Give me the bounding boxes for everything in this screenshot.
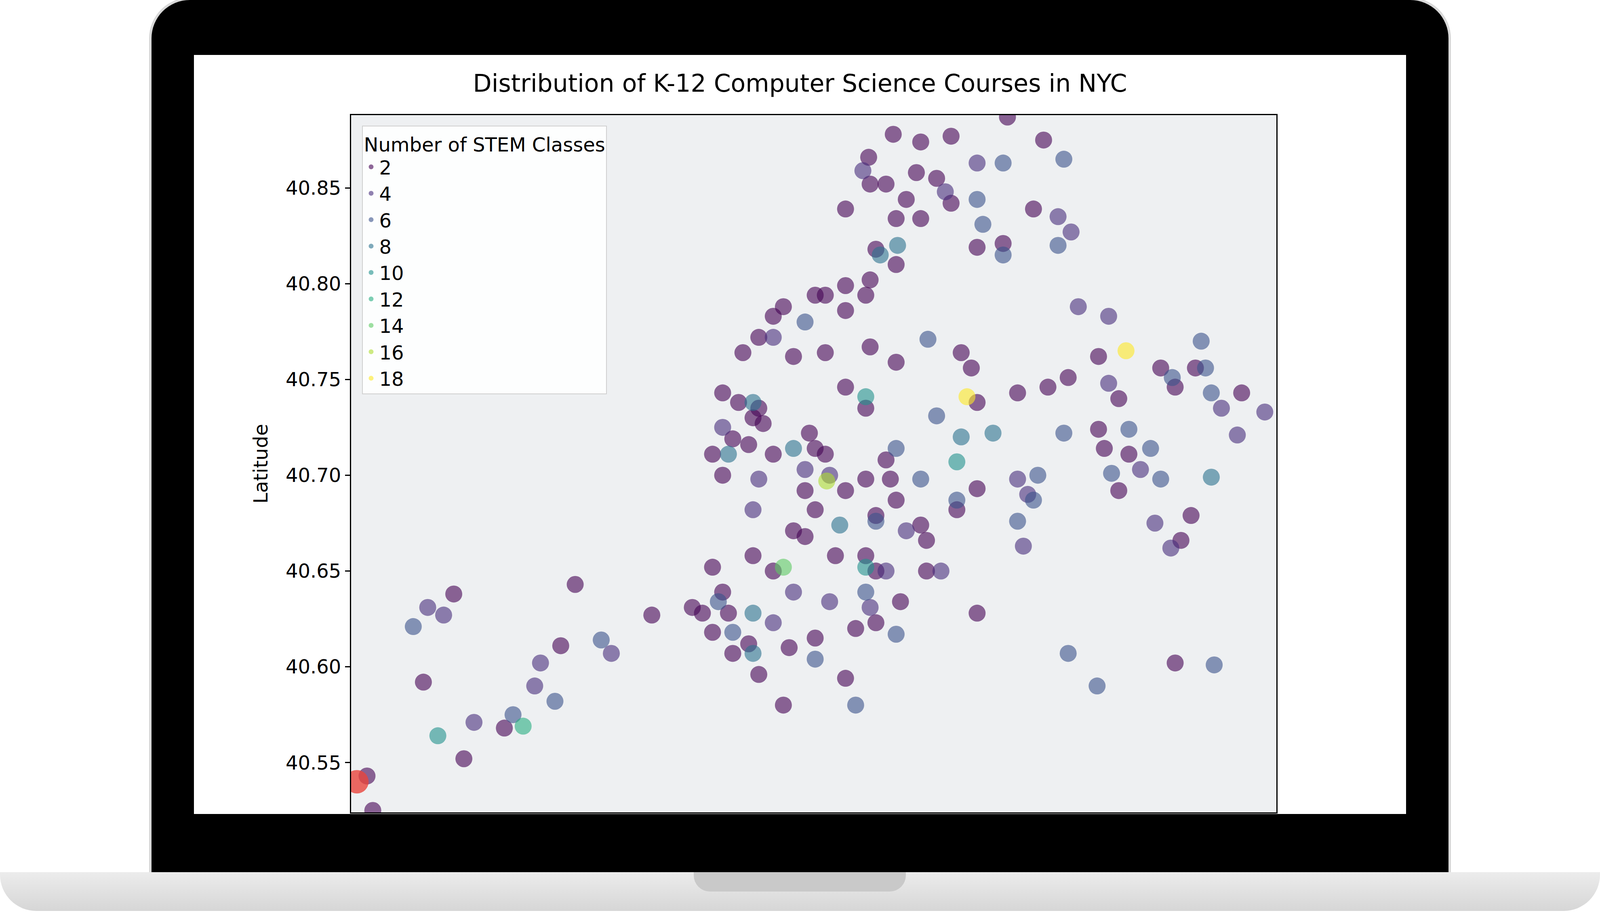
svg-text:Number of STEM Classes: Number of STEM Classes bbox=[363, 133, 605, 156]
svg-text:40.60: 40.60 bbox=[285, 655, 342, 678]
svg-text:12: 12 bbox=[378, 288, 404, 312]
svg-text:8: 8 bbox=[378, 235, 392, 259]
svg-text:2: 2 bbox=[378, 156, 392, 179]
svg-text:40.80: 40.80 bbox=[285, 272, 342, 295]
svg-text:40.55: 40.55 bbox=[285, 751, 342, 775]
svg-text:Latitude: Latitude bbox=[249, 423, 272, 504]
svg-text:10: 10 bbox=[378, 261, 404, 285]
svg-text:40.70: 40.70 bbox=[285, 463, 342, 487]
svg-text:Distribution of K-12 Computer: Distribution of K-12 Computer Science Co… bbox=[473, 69, 1128, 98]
svg-text:40.85: 40.85 bbox=[285, 176, 342, 200]
svg-text:40.65: 40.65 bbox=[285, 559, 342, 583]
svg-text:14: 14 bbox=[378, 314, 404, 338]
svg-text:6: 6 bbox=[378, 209, 392, 232]
svg-text:18: 18 bbox=[378, 367, 404, 391]
svg-text:4: 4 bbox=[378, 182, 392, 206]
svg-text:16: 16 bbox=[378, 341, 404, 365]
svg-text:40.75: 40.75 bbox=[285, 368, 342, 391]
